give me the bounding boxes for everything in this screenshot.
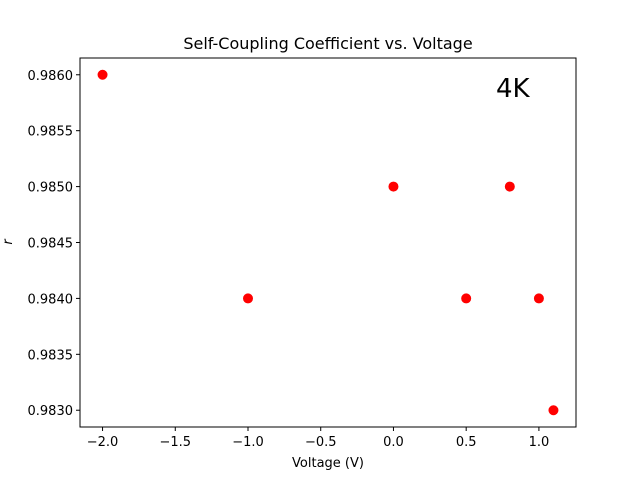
y-tick-label: 0.9855 — [28, 125, 74, 140]
x-tick-label: −1.5 — [159, 435, 191, 450]
y-tick-label: 0.9830 — [28, 404, 74, 419]
data-point — [533, 293, 544, 304]
data-points — [97, 69, 559, 416]
x-tick-label: 1.0 — [529, 435, 550, 450]
y-tick-label: 0.9860 — [28, 69, 74, 84]
x-tick-label: −0.5 — [305, 435, 337, 450]
data-point — [388, 181, 399, 192]
y-axis: 0.9830 0.9835 0.9840 0.9845 0.9850 0.9855 0.98… — [28, 69, 80, 419]
y-tick-label: 0.9835 — [28, 348, 74, 363]
temperature-annotation: 4K — [496, 74, 531, 104]
x-axis: −2.0 −1.5 −1.0 −0.5 0.0 0.5 1.0 — [87, 427, 549, 450]
plot-area — [79, 57, 577, 428]
data-point — [504, 181, 515, 192]
x-tick-label: 0.0 — [383, 435, 404, 450]
x-tick-label: 0.5 — [456, 435, 477, 450]
x-tick-label: −1.0 — [232, 435, 264, 450]
x-tick-label: −2.0 — [87, 435, 119, 450]
data-point — [243, 293, 253, 304]
data-point — [97, 69, 108, 80]
data-point — [548, 405, 559, 416]
chart-title: Self-Coupling Coefficient vs. Voltage — [183, 34, 472, 53]
y-axis-label: r — [1, 238, 16, 245]
y-tick-label: 0.9840 — [28, 292, 74, 307]
x-axis-label: Voltage (V) — [292, 456, 364, 471]
y-tick-label: 0.9845 — [28, 237, 74, 252]
data-point — [461, 293, 472, 304]
y-tick-label: 0.9850 — [28, 181, 74, 196]
